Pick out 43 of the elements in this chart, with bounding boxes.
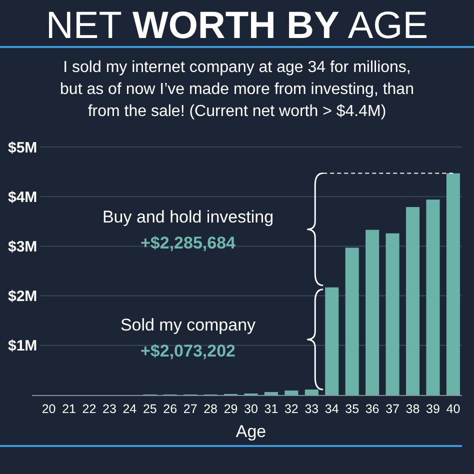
y-tick-label: $1M: [8, 338, 38, 355]
bar: [304, 390, 318, 395]
bar: [345, 248, 359, 395]
bar: [284, 390, 298, 395]
x-tick-label: 30: [244, 402, 258, 416]
y-tick-label: $2M: [8, 288, 38, 306]
x-tick-label: 26: [163, 402, 178, 416]
x-axis-title: Age: [236, 422, 266, 441]
annotation: Sold my company: [120, 315, 256, 334]
x-tick-label: 31: [264, 402, 278, 416]
x-tick-label: 22: [82, 402, 96, 416]
annotation: +$2,285,684: [140, 233, 236, 252]
x-tick-label: 21: [62, 402, 76, 416]
x-tick-label: 20: [42, 402, 56, 416]
x-tick-label: 40: [446, 402, 460, 416]
x-tick-label: 35: [345, 402, 360, 416]
x-tick-label: 37: [386, 402, 400, 416]
chart-subtitle: I sold my internet company at age 34 for millions, but as of now I’ve made more from investing, than from the sale! (Current net worth > $4.4M): [60, 59, 414, 120]
x-tick-label: 38: [406, 402, 420, 416]
x-tick-label: 39: [426, 402, 440, 416]
bar: [446, 173, 460, 395]
x-tick-label: 33: [304, 402, 319, 416]
y-tick-label: $4M: [8, 188, 38, 206]
annotation: Buy and hold investing: [102, 207, 274, 226]
x-tick-label: 24: [122, 402, 137, 416]
x-tick-label: 25: [142, 402, 157, 416]
bar: [325, 287, 339, 395]
x-tick-label: 34: [324, 402, 339, 416]
x-tick-label: 29: [224, 402, 238, 416]
bar: [264, 392, 278, 395]
x-tick-label: 32: [284, 402, 298, 416]
y-tick-label: $5M: [8, 139, 38, 156]
chart-title: NET WORTH BY AGE: [46, 5, 428, 47]
annotation: +$2,073,202: [140, 341, 236, 360]
y-tick-label: $3M: [8, 238, 38, 256]
x-tick-label: 28: [204, 402, 218, 416]
x-tick-label: 36: [365, 402, 380, 416]
bar: [426, 200, 440, 395]
bar: [406, 207, 420, 395]
x-tick-label: 23: [102, 402, 116, 416]
x-tick-label: 27: [183, 402, 198, 416]
bar: [386, 233, 400, 395]
bar: [366, 230, 380, 395]
